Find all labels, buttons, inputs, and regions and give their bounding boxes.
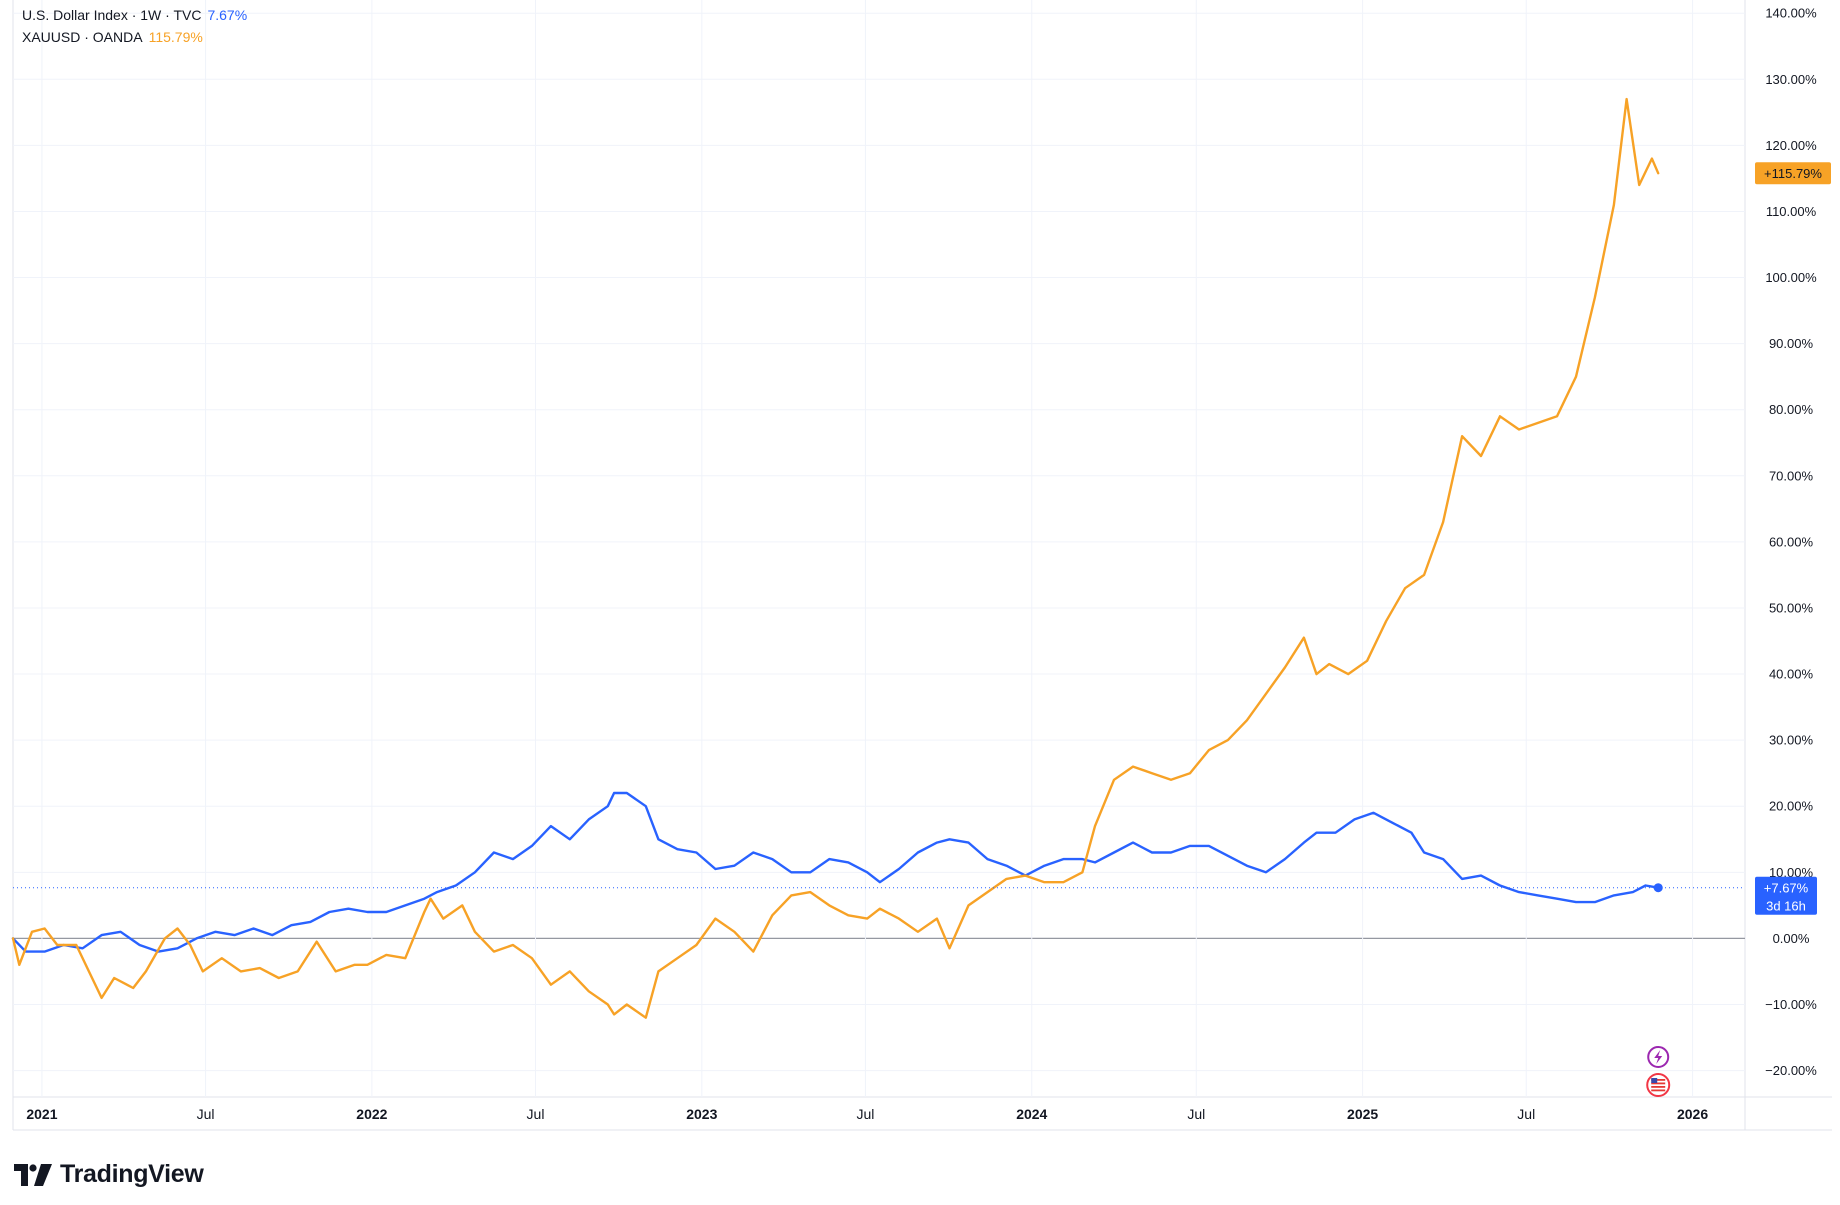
dxy-last-point [1653, 883, 1663, 893]
dxy-countdown-label: 3d 16h [1766, 899, 1806, 914]
brand-name: TradingView [60, 1160, 204, 1188]
y-tick-label: 20.00% [1769, 799, 1814, 814]
gold-series-line [11, 97, 1660, 1019]
y-tick-label: 70.00% [1769, 468, 1814, 483]
y-tick-label: 60.00% [1769, 534, 1814, 549]
y-tick-label: 40.00% [1769, 667, 1814, 682]
y-tick-label: 80.00% [1769, 402, 1814, 417]
legend-gold[interactable]: XAUUSD · OANDA 115.79% [22, 29, 203, 45]
y-tick-label: 110.00% [1766, 204, 1817, 219]
y-tick-label: −20.00% [1765, 1063, 1817, 1078]
x-axis: 2021 Jul 2022 Jul 2023 Jul 2024 Jul 2025 Jul 2026 [26, 1106, 1708, 1122]
flag-canton [1651, 1078, 1658, 1083]
x-tick-label: Jul [856, 1106, 874, 1122]
y-tick-label: 140.00% [1765, 6, 1817, 21]
series-lines [11, 97, 1745, 1019]
y-tick-label: 10.00% [1769, 865, 1814, 880]
x-tick-label: 2023 [686, 1106, 717, 1122]
x-tick-label: 2025 [1347, 1106, 1378, 1122]
y-tick-label: −10.00% [1765, 997, 1817, 1012]
x-tick-label: Jul [1187, 1106, 1205, 1122]
legend-dxy-name: U.S. Dollar Index · 1W · TVC [22, 7, 202, 23]
price-labels: +115.79% +7.67% 3d 16h [1646, 162, 1831, 1097]
x-tick-label: Jul [1517, 1106, 1535, 1122]
x-tick-label: 2026 [1677, 1106, 1708, 1122]
legend-dxy[interactable]: U.S. Dollar Index · 1W · TVC 7.67% [22, 7, 247, 23]
x-tick-label: 2024 [1016, 1106, 1047, 1122]
dxy-price-label: +7.67% [1764, 881, 1809, 896]
y-tick-label: 100.00% [1765, 270, 1817, 285]
y-tick-label: 120.00% [1765, 138, 1817, 153]
y-tick-label: 90.00% [1769, 336, 1814, 351]
lightning-event-icon[interactable] [1647, 1046, 1670, 1068]
us-flag-event-ring [1646, 1073, 1671, 1097]
us-flag-event-icon[interactable] [1646, 1073, 1671, 1097]
flag-stripe [1651, 1079, 1666, 1081]
flag-stripe [1651, 1089, 1666, 1092]
legend-gold-value: 115.79% [148, 29, 203, 45]
y-tick-label: 50.00% [1769, 600, 1814, 615]
gold-price-badge [1755, 162, 1831, 185]
tradingview-logo[interactable]: TradingView [14, 1160, 204, 1189]
y-tick-label: 0.00% [1773, 931, 1810, 946]
legend-gold-name: XAUUSD · OANDA [22, 29, 143, 45]
tradingview-logo-icon [14, 1163, 52, 1186]
flag-stripe [1651, 1082, 1666, 1085]
x-tick-label: 2021 [26, 1106, 57, 1122]
y-tick-label: 30.00% [1769, 733, 1814, 748]
lightning-glyph [1654, 1050, 1663, 1064]
flag-stripe [1651, 1086, 1666, 1088]
dxy-price-badge [1755, 876, 1817, 915]
dxy-series-line [11, 791, 1660, 953]
x-tick-label: 2022 [356, 1106, 387, 1122]
y-tick-label: 130.00% [1765, 72, 1817, 87]
y-axis: 140.00% 130.00% 120.00% 110.00% 100.00% 90.00… [1765, 6, 1817, 1078]
x-tick-label: Jul [197, 1106, 215, 1122]
gold-price-label: +115.79% [1764, 166, 1822, 181]
grid-lines [12, 0, 1832, 1131]
x-tick-label: Jul [527, 1106, 545, 1122]
legend-dxy-value: 7.67% [207, 7, 248, 23]
